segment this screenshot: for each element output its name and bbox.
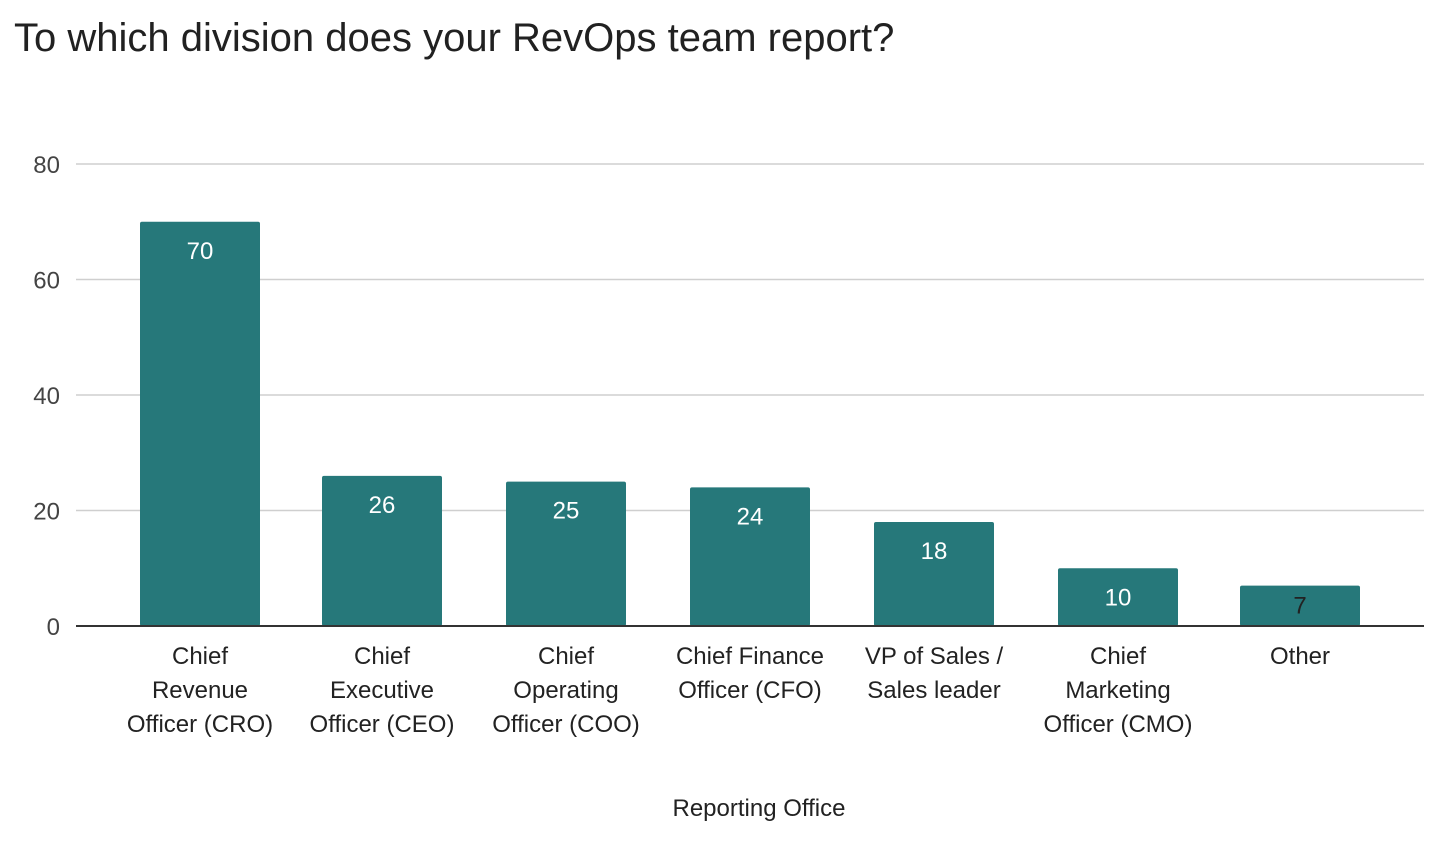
- bar: [140, 221, 260, 626]
- bar: [1240, 585, 1360, 626]
- chart-title: To which division does your RevOps team …: [14, 16, 894, 60]
- bar: [1058, 568, 1178, 626]
- x-tick-label: Chief Operating Officer (COO): [492, 643, 640, 738]
- y-tick-label: 60: [33, 268, 60, 295]
- bar: [874, 522, 994, 626]
- x-tick-label: Chief Finance Officer (CFO): [676, 643, 824, 704]
- x-tick-label: Chief Executive Officer (CEO): [310, 643, 455, 738]
- gridlines: [76, 163, 1424, 512]
- x-tick-label: Chief Revenue Officer (CRO): [127, 643, 273, 738]
- y-tick-label: 0: [47, 614, 60, 641]
- data-label: 7: [1293, 593, 1306, 620]
- y-axis-ticks: 0 20 40 60 80: [33, 152, 60, 641]
- y-tick-label: 80: [33, 152, 60, 179]
- y-tick-label: 40: [33, 383, 60, 410]
- bar: [506, 481, 626, 626]
- y-tick-label: 20: [33, 499, 60, 526]
- data-label: 24: [737, 503, 764, 530]
- data-label: 70: [187, 238, 214, 265]
- x-tick-label: VP of Sales / Sales leader: [865, 643, 1004, 704]
- data-label: 18: [921, 538, 948, 565]
- x-axis-categories: Chief Revenue Officer (CRO) Chief Executive O…: [127, 643, 1330, 738]
- bar: [322, 475, 442, 626]
- x-tick-label: Chief Marketing Officer (CMO): [1044, 643, 1193, 738]
- data-label: 10: [1105, 584, 1132, 611]
- x-tick-label: Other: [1270, 643, 1330, 670]
- bar: [690, 487, 810, 626]
- data-label: 25: [553, 498, 580, 525]
- x-axis-title: Reporting Office: [673, 795, 846, 822]
- data-labels: 70 26 25 24 18 10 7: [187, 238, 1307, 620]
- data-label: 26: [369, 492, 396, 519]
- bars: [140, 221, 1360, 626]
